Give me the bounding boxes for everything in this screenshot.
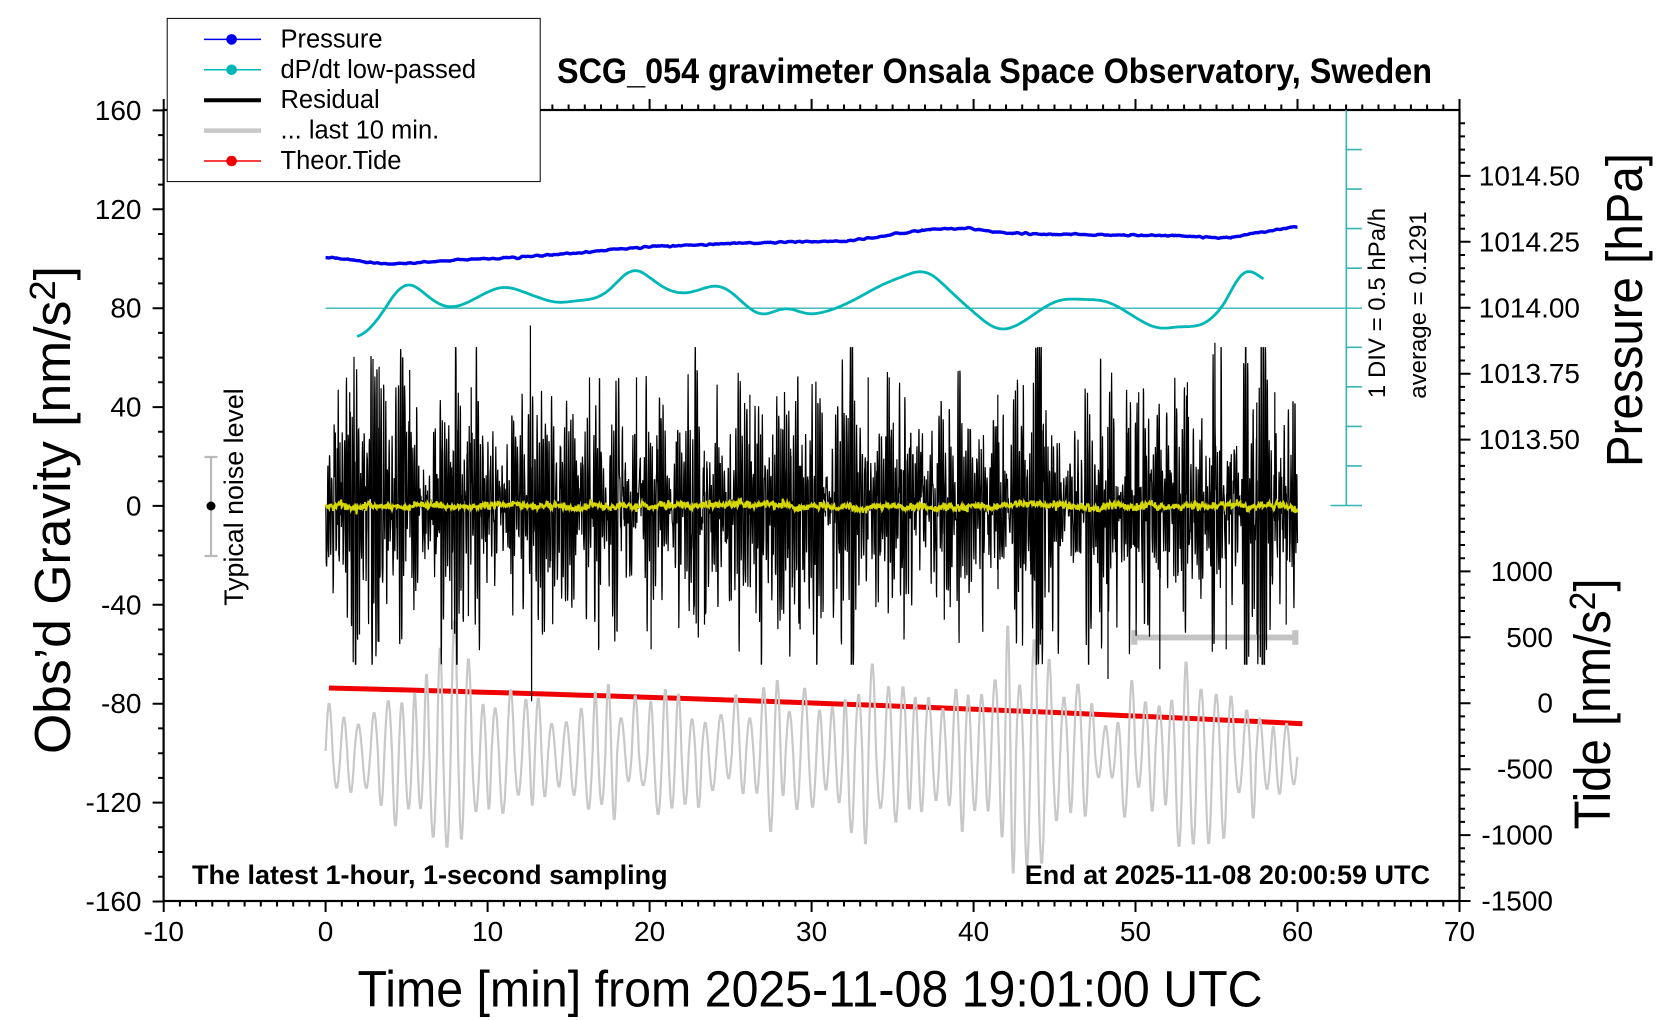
- svg-text:-10: -10: [143, 916, 183, 947]
- svg-text:70: 70: [1444, 916, 1475, 947]
- svg-text:0: 0: [126, 490, 142, 521]
- svg-text:Pressure: Pressure: [281, 25, 383, 53]
- svg-text:-1000: -1000: [1481, 820, 1553, 851]
- svg-text:-40: -40: [101, 589, 141, 620]
- svg-text:20: 20: [634, 916, 665, 947]
- svg-text:500: 500: [1506, 622, 1553, 653]
- svg-text:Pressure [hPa]: Pressure [hPa]: [1596, 153, 1653, 467]
- svg-text:40: 40: [958, 916, 989, 947]
- svg-text:-160: -160: [85, 886, 141, 917]
- svg-text:0: 0: [1537, 688, 1553, 719]
- svg-text:-500: -500: [1497, 754, 1553, 785]
- svg-text:1013.75: 1013.75: [1479, 358, 1580, 389]
- svg-text:160: 160: [95, 95, 142, 126]
- svg-text:120: 120: [95, 194, 142, 225]
- svg-text:Theor.Tide: Theor.Tide: [281, 147, 402, 175]
- svg-text:Tide [nm/s2]: Tide [nm/s2]: [1562, 579, 1621, 830]
- svg-text:0: 0: [318, 916, 334, 947]
- svg-text:-120: -120: [85, 787, 141, 818]
- svg-text:1014.00: 1014.00: [1479, 292, 1580, 323]
- svg-text:dP/dt low-passed: dP/dt low-passed: [281, 56, 477, 84]
- svg-text:End at 2025-11-08 20:00:59 UTC: End at 2025-11-08 20:00:59 UTC: [1025, 860, 1430, 890]
- svg-text:Residual: Residual: [281, 86, 380, 114]
- svg-text:1014.50: 1014.50: [1479, 160, 1580, 191]
- svg-text:30: 30: [796, 916, 827, 947]
- svg-text:1014.25: 1014.25: [1479, 226, 1580, 257]
- svg-text:1013.50: 1013.50: [1479, 424, 1580, 455]
- svg-text:40: 40: [110, 392, 141, 423]
- svg-text:The latest 1-hour, 1-second sa: The latest 1-hour, 1-second sampling: [192, 860, 668, 890]
- svg-text:Time [min] from 2025-11-08 19:: Time [min] from 2025-11-08 19:01:00 UTC: [358, 961, 1263, 1018]
- svg-text:50: 50: [1120, 916, 1151, 947]
- svg-text:Typical noise level: Typical noise level: [219, 388, 249, 605]
- svg-text:60: 60: [1282, 916, 1313, 947]
- svg-text:80: 80: [110, 293, 141, 324]
- svg-text:10: 10: [472, 916, 503, 947]
- svg-text:average = 0.1291: average = 0.1291: [1405, 211, 1432, 399]
- svg-text:1000: 1000: [1491, 556, 1553, 587]
- svg-text:1 DIV = 0.5 hPa/h: 1 DIV = 0.5 hPa/h: [1364, 208, 1391, 398]
- svg-text:SCG_054 gravimeter Onsala Spac: SCG_054 gravimeter Onsala Space Observat…: [557, 51, 1432, 91]
- svg-text:... last 10 min.: ... last 10 min.: [281, 117, 440, 145]
- svg-text:Obs’d Gravity [nm/s2]: Obs’d Gravity [nm/s2]: [22, 266, 81, 754]
- svg-text:-1500: -1500: [1481, 886, 1553, 917]
- svg-text:-80: -80: [101, 688, 141, 719]
